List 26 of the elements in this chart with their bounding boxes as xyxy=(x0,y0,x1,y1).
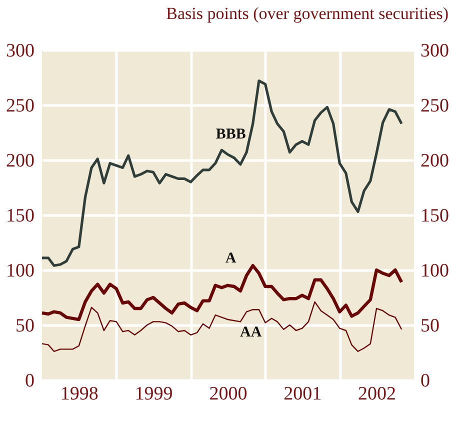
line-series xyxy=(40,80,403,267)
y2-tick-label: 300 xyxy=(420,40,449,62)
y-tick-label: 200 xyxy=(6,150,34,172)
series-label: BBB xyxy=(216,126,246,143)
y-tick-label: 250 xyxy=(6,96,34,116)
line-series xyxy=(40,264,404,322)
series-label: A xyxy=(225,250,236,267)
y2-tick-label: 200 xyxy=(420,150,449,172)
x-tick-label: 2001 xyxy=(284,384,322,404)
line-series xyxy=(41,301,402,352)
series-label: AA xyxy=(240,324,262,341)
y2-tick-label: 0 xyxy=(420,370,430,392)
y2-tick-label: 50 xyxy=(420,316,440,336)
y-tick-label: 150 xyxy=(6,206,34,226)
y2-tick-label: 150 xyxy=(420,206,449,226)
y2-tick-label: 250 xyxy=(420,96,449,116)
y-tick-label: 100 xyxy=(6,260,34,282)
y-tick-label: 300 xyxy=(6,40,34,62)
y-tick-label: 50 xyxy=(16,316,34,336)
x-tick-label: 1999 xyxy=(134,384,173,404)
y2-tick-label: 100 xyxy=(420,260,449,282)
x-tick-label: 2000 xyxy=(209,384,248,404)
chart-title: Basis points (over government securities) xyxy=(166,4,448,23)
y-tick-label: 0 xyxy=(25,370,34,392)
x-tick-label: 2002 xyxy=(358,384,396,404)
x-tick-label: 1998 xyxy=(60,384,98,404)
